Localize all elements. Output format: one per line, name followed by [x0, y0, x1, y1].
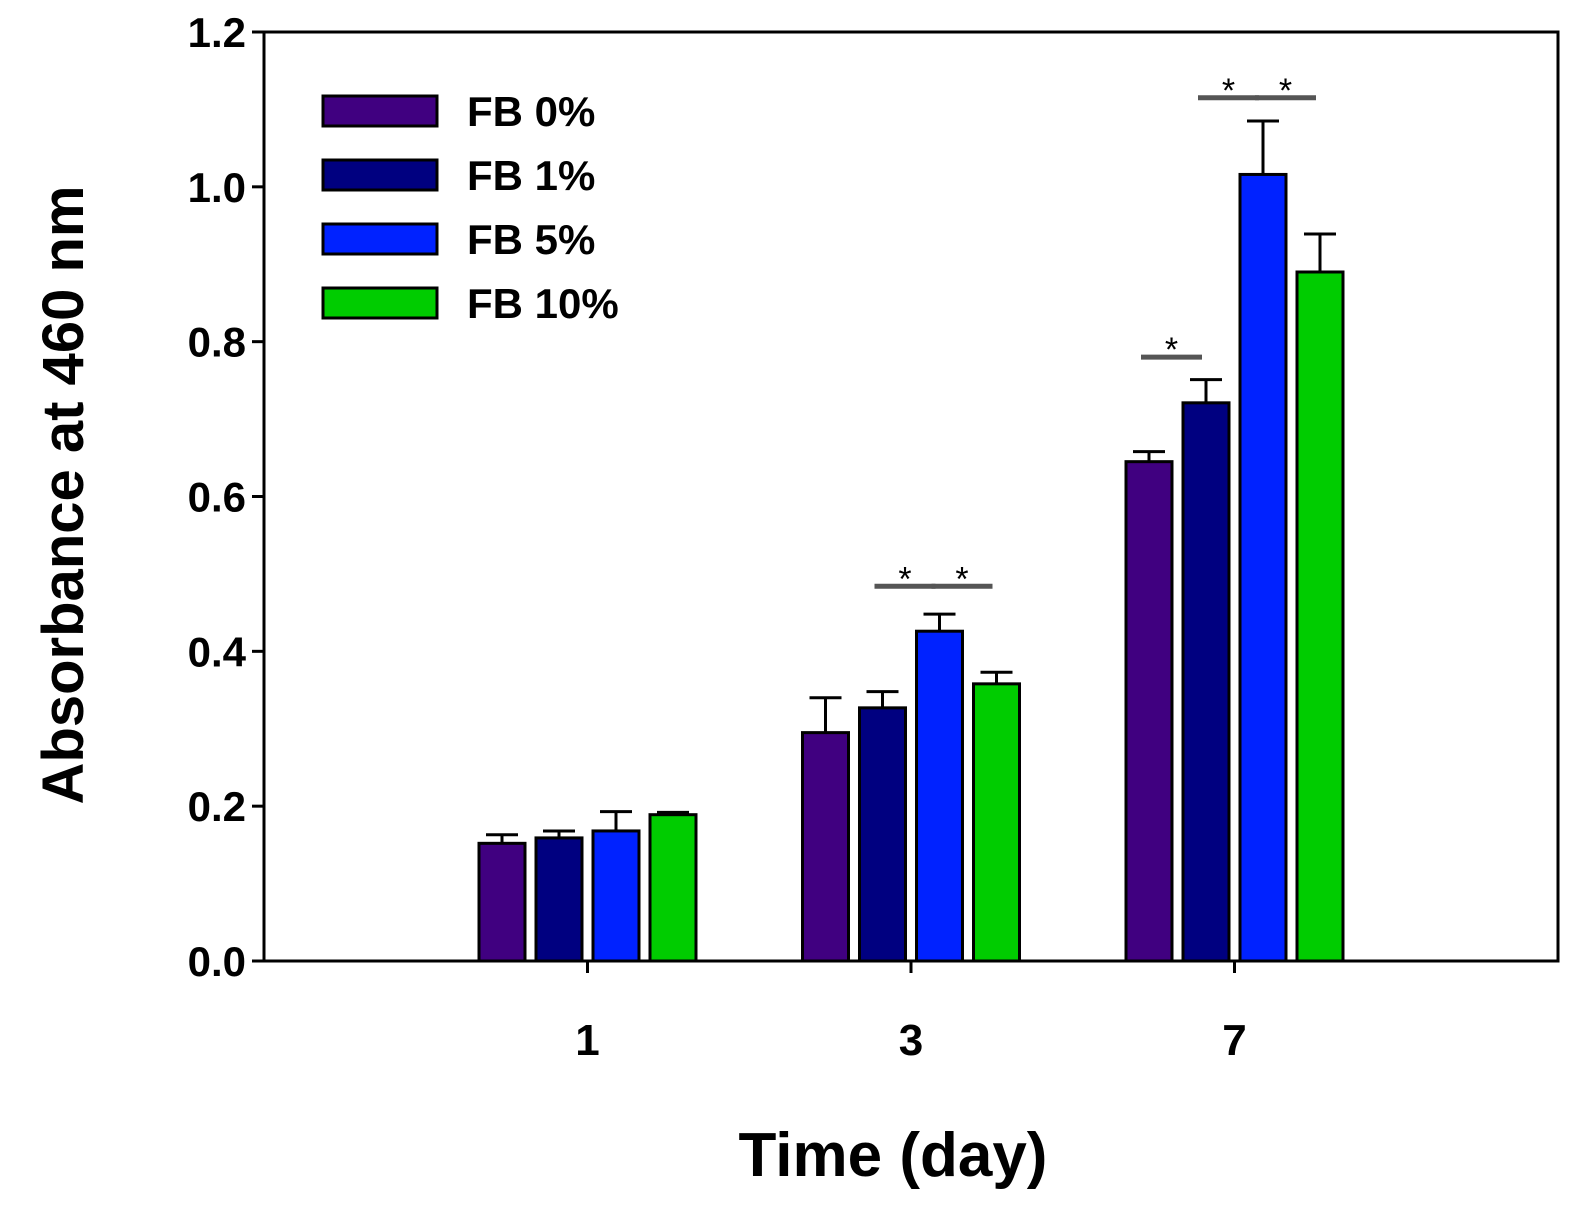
legend-label: FB 1%	[467, 152, 595, 199]
bar	[1295, 270, 1345, 963]
x-tick-label: 7	[1222, 1016, 1246, 1065]
legend-swatch	[321, 94, 439, 128]
bar	[1181, 401, 1231, 963]
bar	[801, 731, 850, 963]
significance-star: *	[955, 560, 968, 598]
significance-star: *	[898, 560, 911, 598]
significance-layer: * * * * *	[874, 72, 1316, 598]
legend-label: FB 0%	[467, 88, 595, 135]
bar	[1124, 460, 1174, 963]
y-tick-label: 1.2	[188, 9, 246, 56]
bar	[1238, 172, 1288, 963]
legend-swatch	[321, 158, 439, 192]
bar	[534, 836, 584, 963]
bar	[915, 629, 964, 963]
bar	[591, 829, 641, 963]
bar	[858, 706, 907, 963]
y-tick-label: 0.4	[188, 628, 247, 675]
x-tick-label: 3	[899, 1016, 923, 1065]
x-axis-title: Time (day)	[739, 1121, 1048, 1190]
significance-star: *	[1222, 72, 1235, 110]
y-axis-title: Absorbance at 460 nm	[31, 186, 96, 805]
y-tick-label: 0.2	[188, 783, 246, 830]
x-tick-label: 1	[575, 1016, 599, 1065]
x-axis: 1 3 7	[575, 961, 1247, 1065]
legend-label: FB 5%	[467, 216, 595, 263]
y-tick-label: 1.0	[188, 164, 246, 211]
bars-layer	[477, 119, 1345, 963]
legend-swatch	[321, 222, 439, 256]
bar	[972, 682, 1021, 963]
significance-star: *	[1165, 331, 1178, 369]
bar	[477, 841, 527, 963]
plot-frame	[262, 30, 1560, 963]
y-tick-label: 0.8	[188, 319, 246, 366]
significance-star: *	[1279, 72, 1292, 110]
y-tick-label: 0.0	[188, 938, 246, 985]
legend-label: FB 10%	[467, 280, 619, 327]
y-axis: 0.0 0.2 0.4 0.6 0.8 1.0 1.2	[188, 9, 264, 985]
legend: FB 0% FB 1% FB 5% FB 10%	[321, 88, 619, 327]
y-tick-label: 0.6	[188, 474, 246, 521]
bar	[648, 813, 698, 963]
legend-swatch	[321, 286, 439, 320]
